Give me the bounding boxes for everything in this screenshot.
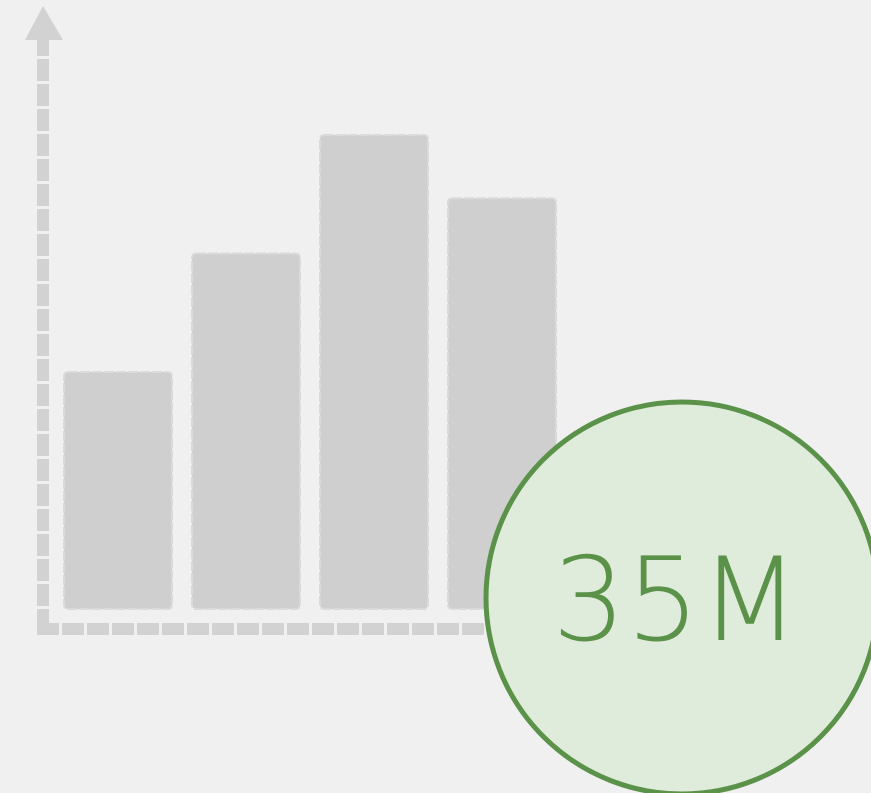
badge-value: 35M xyxy=(552,533,800,668)
badge-circle xyxy=(483,399,871,793)
bar-1 xyxy=(63,371,173,610)
bars-group xyxy=(63,134,557,610)
arrow-up-icon xyxy=(25,6,63,40)
value-badge: 35M xyxy=(483,399,871,793)
bar-2 xyxy=(191,252,301,610)
bar-3 xyxy=(319,134,429,610)
